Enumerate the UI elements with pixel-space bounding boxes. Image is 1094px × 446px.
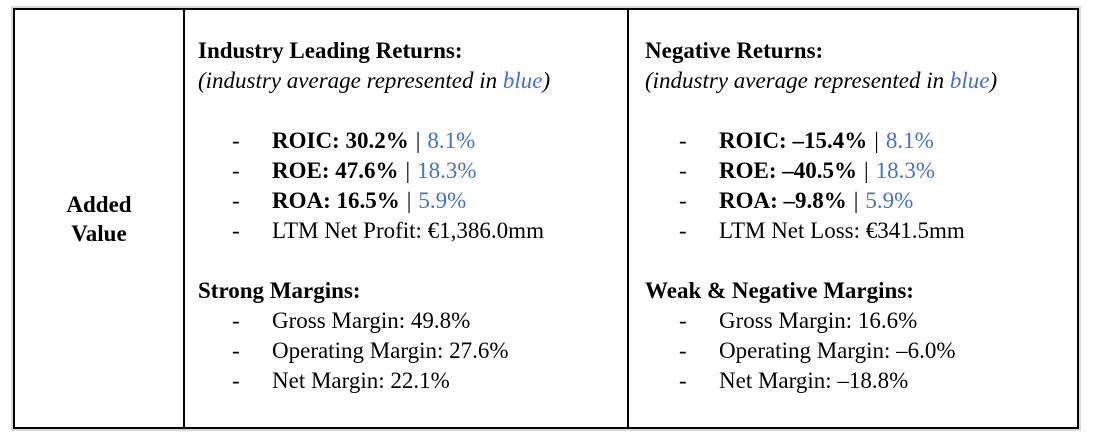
note-prefix: (industry average represented in xyxy=(198,68,503,93)
company-metric: ROA: 16.5% xyxy=(272,188,400,213)
blank-line xyxy=(645,96,1069,126)
company-metric: ROE: 47.6% xyxy=(272,158,399,183)
margin-text: Operating Margin: –6.0% xyxy=(719,338,956,363)
blank-line xyxy=(198,96,619,126)
metric-row-roic: - ROIC: –15.4% | 8.1% xyxy=(645,126,1069,156)
metric-text: LTM Net Profit: €1,386.0mm xyxy=(272,218,544,243)
metric-row-net-profit: - LTM Net Profit: €1,386.0mm xyxy=(198,216,619,246)
metric-row-roic: - ROIC: 30.2% | 8.1% xyxy=(198,126,619,156)
negative-returns-heading: Negative Returns: xyxy=(645,38,824,63)
industry-average-note: (industry average represented in blue) xyxy=(645,66,1069,96)
company-metric: ROA: –9.8% xyxy=(719,188,847,213)
industry-average-value: 8.1% xyxy=(427,128,476,153)
margin-row-gross: - Gross Margin: 16.6% xyxy=(645,306,1069,336)
bullet-dash: - xyxy=(679,338,687,363)
margin-row-operating: - Operating Margin: 27.6% xyxy=(198,336,619,366)
metric-row-roe: - ROE: –40.5% | 18.3% xyxy=(645,156,1069,186)
row-label: Added Value xyxy=(66,191,132,246)
bullet-dash: - xyxy=(232,158,240,183)
industry-average-value: 5.9% xyxy=(418,188,467,213)
bullet-dash: - xyxy=(679,368,687,393)
bullet-dash: - xyxy=(232,188,240,213)
margin-row-operating: - Operating Margin: –6.0% xyxy=(645,336,1069,366)
margin-text: Operating Margin: 27.6% xyxy=(272,338,509,363)
margins-heading: Strong Margins: xyxy=(198,278,361,303)
leading-returns-cell: Industry Leading Returns: (industry aver… xyxy=(185,10,629,427)
metric-text: ROIC: –15.4% | 8.1% xyxy=(719,126,934,156)
metric-text: ROA: 16.5% | 5.9% xyxy=(272,186,466,216)
pipe-separator: | xyxy=(405,158,411,183)
industry-average-value: 18.3% xyxy=(875,158,936,183)
bullet-dash: - xyxy=(232,218,240,243)
bullet-dash: - xyxy=(232,338,240,363)
industry-average-note: (industry average represented in blue) xyxy=(198,66,619,96)
metric-text: ROIC: 30.2% | 8.1% xyxy=(272,126,475,156)
margins-heading: Weak & Negative Margins: xyxy=(645,278,914,303)
bullet-dash: - xyxy=(232,368,240,393)
metric-row-roe: - ROE: 47.6% | 18.3% xyxy=(198,156,619,186)
negative-returns-cell: Negative Returns: (industry average repr… xyxy=(629,10,1077,427)
company-metric: ROIC: –15.4% xyxy=(719,128,868,153)
bullet-dash: - xyxy=(232,308,240,333)
metric-row-net-loss: - LTM Net Loss: €341.5mm xyxy=(645,216,1069,246)
note-prefix: (industry average represented in xyxy=(645,68,950,93)
industry-average-value: 18.3% xyxy=(417,158,477,183)
metric-text: LTM Net Loss: €341.5mm xyxy=(719,218,965,243)
leading-returns-heading: Industry Leading Returns: xyxy=(198,38,463,63)
margin-text: Net Margin: 22.1% xyxy=(272,368,450,393)
margin-row-net: - Net Margin: 22.1% xyxy=(198,366,619,396)
margin-text: Net Margin: –18.8% xyxy=(719,368,909,393)
pipe-separator: | xyxy=(874,128,879,153)
pipe-separator: | xyxy=(864,158,869,183)
pipe-separator: | xyxy=(406,188,412,213)
bullet-dash: - xyxy=(679,188,687,213)
metric-row-roa: - ROA: –9.8% | 5.9% xyxy=(645,186,1069,216)
metric-row-roa: - ROA: 16.5% | 5.9% xyxy=(198,186,619,216)
margin-text: Gross Margin: 49.8% xyxy=(272,308,471,333)
note-suffix: ) xyxy=(989,68,998,93)
pipe-separator: | xyxy=(853,188,859,213)
metric-text: ROE: 47.6% | 18.3% xyxy=(272,156,477,186)
margin-row-gross: - Gross Margin: 49.8% xyxy=(198,306,619,336)
note-blue-word: blue xyxy=(502,68,543,93)
blank-line xyxy=(645,246,1069,276)
metric-text: ROE: –40.5% | 18.3% xyxy=(719,156,935,186)
bullet-dash: - xyxy=(679,218,687,243)
margin-text: Gross Margin: 16.6% xyxy=(719,308,918,333)
metric-text: ROA: –9.8% | 5.9% xyxy=(719,186,913,216)
bullet-dash: - xyxy=(679,128,687,153)
bullet-dash: - xyxy=(232,128,240,153)
bullet-dash: - xyxy=(679,308,687,333)
company-metric: ROIC: 30.2% xyxy=(272,128,409,153)
pipe-separator: | xyxy=(415,128,421,153)
company-metric: ROE: –40.5% xyxy=(719,158,857,183)
blank-line xyxy=(198,246,619,276)
bullet-dash: - xyxy=(679,158,687,183)
note-suffix: ) xyxy=(542,68,551,93)
added-value-table: Added Value Industry Leading Returns: (i… xyxy=(11,6,1081,431)
industry-average-value: 5.9% xyxy=(865,188,914,213)
industry-average-value: 8.1% xyxy=(885,128,934,153)
row-header-cell: Added Value xyxy=(15,10,185,427)
margin-row-net: - Net Margin: –18.8% xyxy=(645,366,1069,396)
note-blue-word: blue xyxy=(949,68,990,93)
